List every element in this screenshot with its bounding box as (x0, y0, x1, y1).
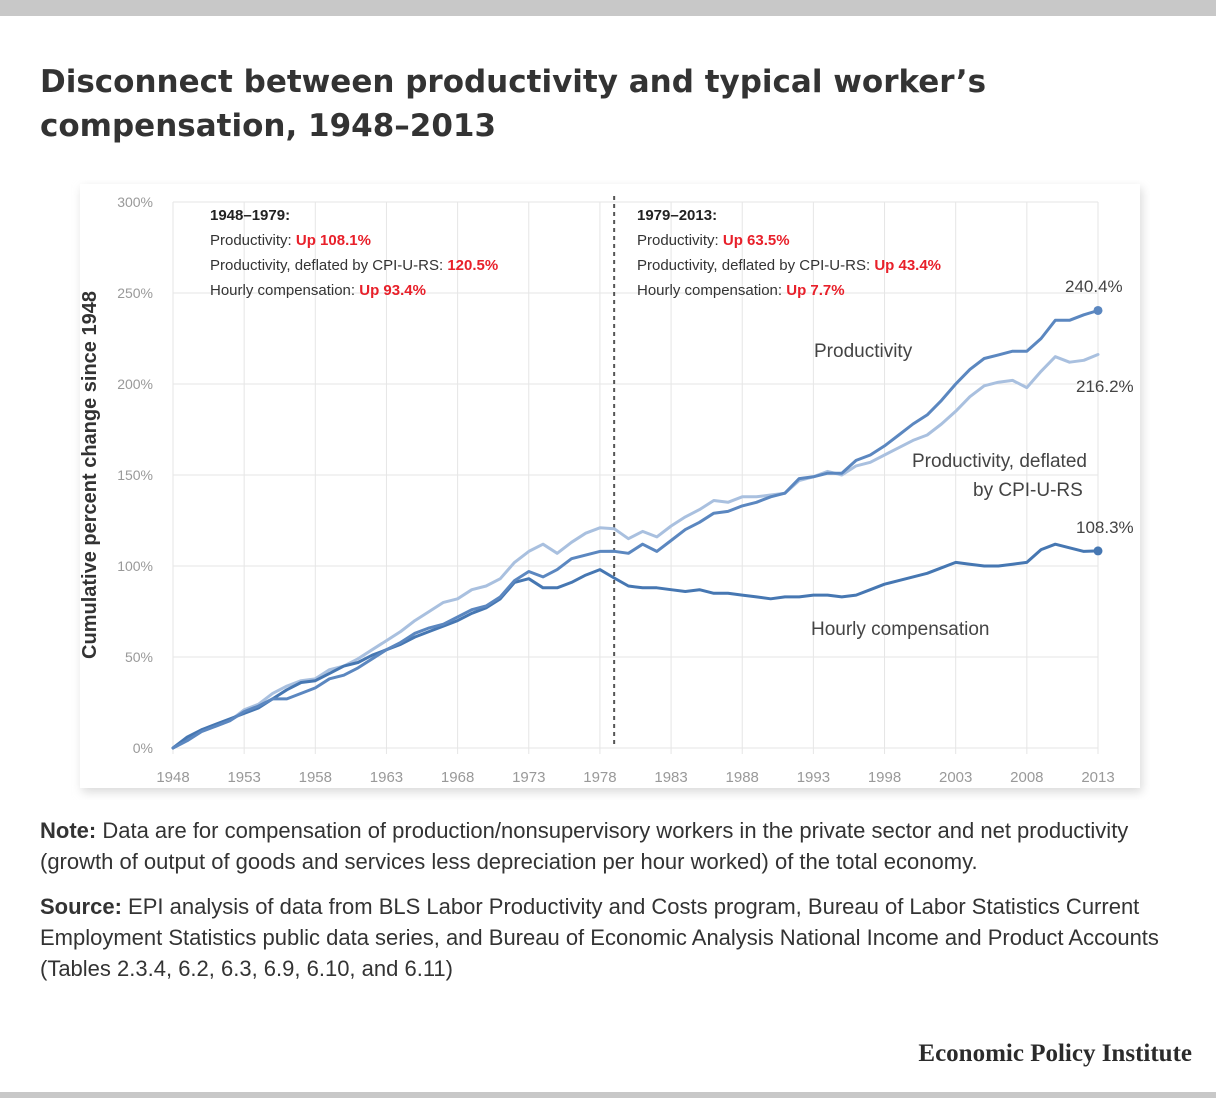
x-tick-label: 2008 (1010, 769, 1043, 786)
axis-layer: 0% 50% 100% 150% 200% 250% 300% 1948 1953 1958 196… (79, 194, 1115, 786)
y-tick-label: 250% (117, 285, 153, 301)
brand-logo-text: Economic Policy Institute (918, 1040, 1192, 1067)
annotation-line-value: Up 93.4% (359, 282, 426, 299)
x-tick-label: 1978 (583, 769, 616, 786)
annotation-layer: 1948–1979:Productivity: Up 108.1%Product… (210, 207, 941, 299)
y-axis-label: Cumulative percent change since 1948 (79, 291, 101, 659)
line-label-deflated-1: Productivity, deflated (912, 451, 1087, 472)
end-value-label: 108.3% (1076, 518, 1134, 537)
x-tick-label: 1998 (868, 769, 901, 786)
series-layer (171, 305, 1103, 750)
x-tick-label: 1948 (156, 769, 189, 786)
annotation-line-value: Up 63.5% (723, 232, 790, 249)
annotation-line: Productivity, deflated by CPI-U-RS: Up 4… (637, 257, 941, 274)
note-label: Note: (40, 818, 97, 843)
series-line-productivity (171, 309, 1100, 750)
annotation-line-label: Productivity, deflated by CPI-U-RS: (210, 257, 447, 274)
notes: Note: Data are for compensation of produ… (40, 815, 1180, 998)
x-tick-label: 1973 (512, 769, 545, 786)
annotation-line-value: Up 108.1% (296, 232, 371, 249)
y-tick-label: 100% (117, 558, 153, 574)
y-tick-label: 300% (117, 194, 153, 210)
series-line-productivity-deflated-by-cpi-u-rs (171, 353, 1100, 750)
annotation-heading: 1979–2013: (637, 207, 717, 224)
annotation-line: Hourly compensation: Up 7.7% (637, 282, 845, 299)
y-tick-label: 150% (117, 467, 153, 483)
label-layer: 240.4% 216.2% 108.3% Productivity Productivi… (811, 277, 1134, 640)
annotation-heading: 1948–1979: (210, 207, 290, 224)
annotation-line-value: Up 7.7% (786, 282, 844, 299)
line-label-compensation: Hourly compensation (811, 619, 989, 640)
annotation-line-label: Productivity: (210, 232, 296, 249)
annotation-line: Productivity: Up 63.5% (637, 232, 790, 249)
x-tick-label: 2003 (939, 769, 972, 786)
x-tick-label: 1963 (370, 769, 403, 786)
series-end-marker (1093, 546, 1103, 556)
annotation-line-value: Up 43.4% (874, 257, 941, 274)
chart-panel (80, 184, 1140, 788)
y-tick-label: 0% (133, 740, 153, 756)
note-text: Data are for compensation of production/… (40, 818, 1129, 874)
annotation-line: Hourly compensation: Up 93.4% (210, 282, 426, 299)
line-label-productivity: Productivity (814, 341, 913, 362)
annotation-line: Productivity: Up 108.1% (210, 232, 371, 249)
annotation-line-label: Hourly compensation: (637, 282, 786, 299)
x-tick-label: 1993 (797, 769, 830, 786)
x-tick-label: 2013 (1081, 769, 1114, 786)
y-tick-label: 50% (125, 649, 153, 665)
top-border (0, 0, 1216, 16)
source-label: Source: (40, 894, 122, 919)
line-chart: 0% 50% 100% 150% 200% 250% 300% 1948 1953 1958 196… (79, 184, 1142, 792)
chart-title: Disconnect between productivity and typi… (40, 64, 987, 144)
source-paragraph: Source: EPI analysis of data from BLS La… (40, 891, 1180, 984)
x-tick-label: 1988 (726, 769, 759, 786)
x-tick-label: 1983 (654, 769, 687, 786)
series-end-marker (1093, 305, 1103, 315)
annotation-line: Productivity, deflated by CPI-U-RS: 120.… (210, 257, 498, 274)
grid-layer (172, 196, 1099, 754)
x-tick-label: 1958 (299, 769, 332, 786)
source-text: EPI analysis of data from BLS Labor Prod… (40, 894, 1159, 981)
end-value-label: 240.4% (1065, 277, 1123, 296)
annotation-line-label: Hourly compensation: (210, 282, 359, 299)
annotation-line-label: Productivity, deflated by CPI-U-RS: (637, 257, 874, 274)
annotation-line-value: 120.5% (447, 257, 498, 274)
annotation-line-label: Productivity: (637, 232, 723, 249)
x-tick-label: 1968 (441, 769, 474, 786)
x-tick-label: 1953 (227, 769, 260, 786)
y-tick-label: 200% (117, 376, 153, 392)
end-value-label: 216.2% (1076, 377, 1134, 396)
note-paragraph: Note: Data are for compensation of produ… (40, 815, 1180, 877)
line-label-deflated-2: by CPI-U-RS (973, 480, 1083, 501)
series-line-hourly-compensation (171, 542, 1100, 750)
bottom-border (0, 1092, 1216, 1098)
